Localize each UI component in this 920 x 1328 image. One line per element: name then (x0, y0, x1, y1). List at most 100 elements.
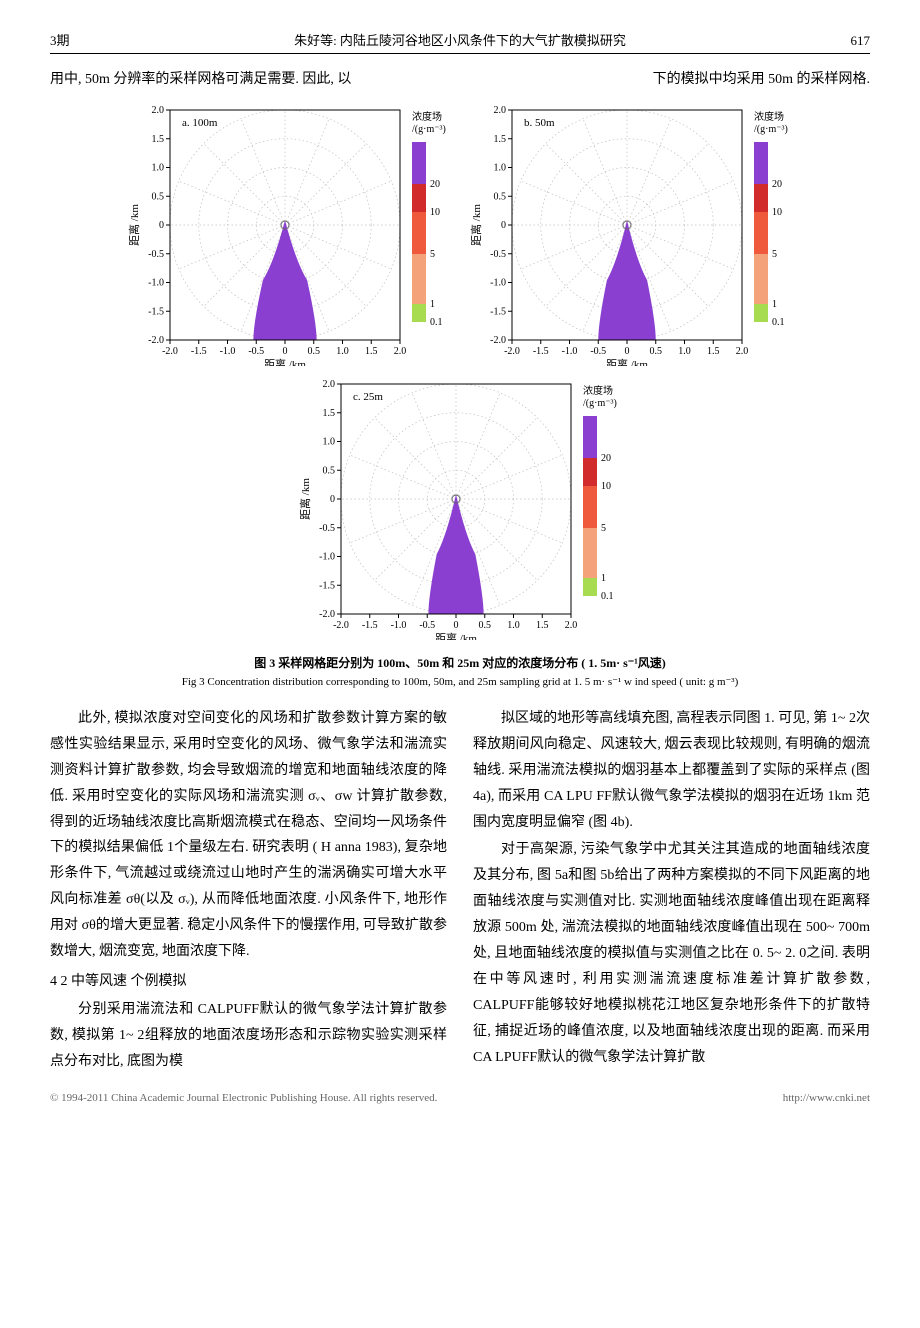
right-para-2: 对于高架源, 污染气象学中尤其关注其造成的地面轴线浓度及其分布, 图 5a和图 … (473, 837, 870, 1070)
svg-text:1.0: 1.0 (507, 620, 520, 631)
svg-text:5: 5 (601, 523, 606, 534)
svg-text:距离 /km: 距离 /km (264, 357, 306, 366)
svg-text:-0.5: -0.5 (148, 249, 164, 260)
top-text: 用中, 50m 分辨率的采样网格可满足需要. 因此, 以 下的模拟中均采用 50… (50, 68, 870, 88)
concentration-chart: a. 100m -2.0-2.0 -1.5 -1.5 -1.0 -1.0 -0.5 -0.5 0… (124, 98, 454, 366)
svg-text:-1.0: -1.0 (220, 346, 236, 357)
svg-text:0: 0 (159, 220, 164, 231)
svg-text:浓度场: 浓度场 (583, 384, 613, 397)
svg-text:0.5: 0.5 (494, 191, 507, 202)
svg-text:-1.0: -1.0 (490, 278, 506, 289)
svg-text:-0.5: -0.5 (590, 346, 606, 357)
svg-text:1.0: 1.0 (494, 163, 507, 174)
svg-text:20: 20 (772, 179, 782, 190)
page-footer: © 1994-2011 China Academic Journal Elect… (50, 1092, 870, 1104)
svg-text:-1.5: -1.5 (191, 346, 207, 357)
svg-text:-1.5: -1.5 (319, 580, 335, 591)
svg-text:20: 20 (601, 453, 611, 464)
running-title: 朱好等: 内陆丘陵河谷地区小风条件下的大气扩散模拟研究 (70, 30, 851, 49)
svg-text:a. 100m: a. 100m (182, 117, 218, 129)
svg-text:距离 /km: 距离 /km (606, 357, 648, 366)
svg-text:1: 1 (430, 299, 435, 310)
svg-text:1.5: 1.5 (536, 620, 549, 631)
svg-text:0.1: 0.1 (772, 317, 785, 328)
issue-number: 3期 (50, 30, 70, 49)
svg-text:2.0: 2.0 (152, 105, 165, 116)
svg-text:-0.5: -0.5 (319, 523, 335, 534)
svg-text:0.5: 0.5 (152, 191, 165, 202)
svg-text:-1.0: -1.0 (319, 552, 335, 563)
svg-text:0: 0 (625, 346, 630, 357)
svg-text:-0.5: -0.5 (490, 249, 506, 260)
svg-text:1.0: 1.0 (336, 346, 349, 357)
svg-text:2.0: 2.0 (323, 379, 336, 390)
section-4-2: 4 2 中等风速 个例模拟 (50, 969, 447, 995)
svg-text:/(g·m⁻³): /(g·m⁻³) (754, 124, 788, 135)
svg-text:浓度场: 浓度场 (754, 110, 784, 123)
svg-text:-2.0: -2.0 (319, 609, 335, 620)
page-number: 617 (851, 33, 871, 49)
svg-text:5: 5 (430, 249, 435, 260)
svg-text:0.1: 0.1 (601, 591, 614, 602)
svg-text:0.5: 0.5 (479, 620, 492, 631)
svg-text:-1.5: -1.5 (362, 620, 378, 631)
caption-cn: 图 3 采样网格距分别为 100m、50m 和 25m 对应的浓度场分布 ( 1… (50, 654, 870, 671)
svg-text:0: 0 (330, 494, 335, 505)
svg-text:10: 10 (430, 207, 440, 218)
svg-text:1.5: 1.5 (323, 408, 336, 419)
svg-text:0.1: 0.1 (430, 317, 443, 328)
svg-text:1.0: 1.0 (678, 346, 691, 357)
svg-text:-2.0: -2.0 (162, 346, 178, 357)
svg-text:距离 /km: 距离 /km (469, 204, 483, 246)
svg-text:-2.0: -2.0 (333, 620, 349, 631)
svg-text:-2.0: -2.0 (490, 335, 506, 346)
svg-text:1.5: 1.5 (152, 134, 165, 145)
svg-text:浓度场: 浓度场 (412, 110, 442, 123)
svg-text:2.0: 2.0 (736, 346, 749, 357)
svg-text:10: 10 (772, 207, 782, 218)
page-header: 3期 朱好等: 内陆丘陵河谷地区小风条件下的大气扩散模拟研究 617 (50, 30, 870, 54)
svg-text:-0.5: -0.5 (248, 346, 264, 357)
concentration-chart: b. 50m -2.0-2.0 -1.5 -1.5 -1.0 -1.0 -0.5 -0.5 0 0… (466, 98, 796, 366)
svg-text:1: 1 (772, 299, 777, 310)
top-text-left: 用中, 50m 分辨率的采样网格可满足需要. 因此, 以 (50, 68, 351, 88)
svg-text:20: 20 (430, 179, 440, 190)
chart-panel: c. 25m -2.0-2.0 -1.5 -1.5 -1.0 -1.0 -0.5 -0.5 0 0… (295, 372, 625, 640)
chart-panel: a. 100m -2.0-2.0 -1.5 -1.5 -1.0 -1.0 -0.5 -0.5 0… (124, 98, 454, 366)
svg-text:/(g·m⁻³): /(g·m⁻³) (412, 124, 446, 135)
svg-text:-1.0: -1.0 (391, 620, 407, 631)
left-para-1: 此外, 模拟浓度对空间变化的风场和扩散参数计算方案的敏感性实验结果显示, 采用时… (50, 706, 447, 965)
right-column: 拟区域的地形等高线填充图, 高程表示同图 1. 可见, 第 1~ 2次释放期间风… (473, 706, 870, 1076)
svg-text:2.0: 2.0 (565, 620, 578, 631)
svg-text:0: 0 (501, 220, 506, 231)
svg-text:-1.5: -1.5 (148, 306, 164, 317)
svg-text:1: 1 (601, 573, 606, 584)
left-para-2: 分别采用湍流法和 CALPUFF默认的微气象学法计算扩散参数, 模拟第 1~ 2… (50, 997, 447, 1075)
svg-text:0.5: 0.5 (308, 346, 321, 357)
svg-text:b. 50m: b. 50m (524, 117, 555, 129)
svg-text:-1.5: -1.5 (490, 306, 506, 317)
svg-text:-1.5: -1.5 (533, 346, 549, 357)
svg-text:c. 25m: c. 25m (353, 391, 383, 403)
svg-text:0: 0 (283, 346, 288, 357)
caption-en: Fig 3 Concentration distribution corresp… (50, 675, 870, 688)
footer-right: http://www.cnki.net (783, 1092, 870, 1104)
svg-text:距离 /km: 距离 /km (298, 478, 312, 520)
svg-text:0: 0 (454, 620, 459, 631)
svg-text:-2.0: -2.0 (148, 335, 164, 346)
svg-text:/(g·m⁻³): /(g·m⁻³) (583, 398, 617, 409)
svg-text:1.5: 1.5 (365, 346, 378, 357)
svg-text:0.5: 0.5 (650, 346, 663, 357)
left-column: 此外, 模拟浓度对空间变化的风场和扩散参数计算方案的敏感性实验结果显示, 采用时… (50, 706, 447, 1076)
footer-left: © 1994-2011 China Academic Journal Elect… (50, 1092, 437, 1104)
svg-text:2.0: 2.0 (494, 105, 507, 116)
figure-caption: 图 3 采样网格距分别为 100m、50m 和 25m 对应的浓度场分布 ( 1… (50, 654, 870, 688)
svg-text:-0.5: -0.5 (419, 620, 435, 631)
svg-text:-2.0: -2.0 (504, 346, 520, 357)
svg-text:1.5: 1.5 (707, 346, 720, 357)
svg-text:-1.0: -1.0 (148, 278, 164, 289)
svg-text:距离 /km: 距离 /km (435, 631, 477, 640)
svg-text:1.5: 1.5 (494, 134, 507, 145)
svg-text:1.0: 1.0 (152, 163, 165, 174)
svg-text:-1.0: -1.0 (562, 346, 578, 357)
